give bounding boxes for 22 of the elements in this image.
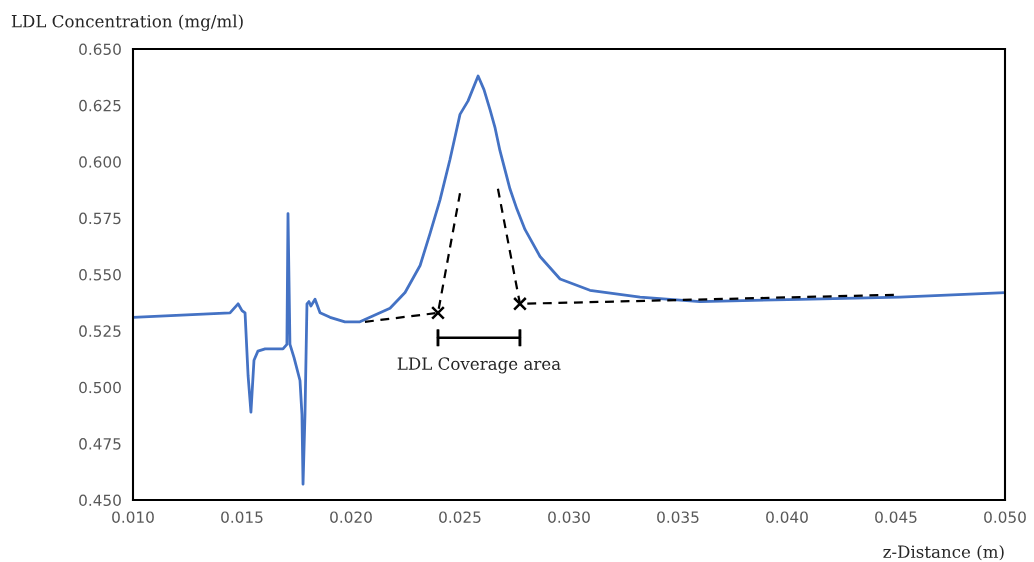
x-tick-label: 0.050 (984, 511, 1026, 523)
x-tick-label: 0.045 (875, 511, 917, 523)
y-tick-label: 0.450 (79, 494, 121, 507)
annotation: LDL Coverage area (397, 357, 561, 374)
y-tick-label: 0.575 (79, 212, 121, 225)
y-tick-label: 0.525 (79, 325, 121, 337)
y-tick-label: 0.650 (79, 43, 121, 56)
x-tick-label: 0.025 (439, 511, 481, 523)
line-series (133, 74, 1005, 486)
y-tick-label: 0.600 (79, 156, 121, 168)
x-axis-title: z-Distance (m) (883, 545, 1004, 561)
x-tick-label: 0.030 (548, 511, 590, 523)
y-tick-label: 0.500 (79, 381, 121, 394)
y-tick-label: 0.475 (79, 438, 121, 450)
x-tick-label: 0.020 (330, 511, 372, 523)
x-tick-label: 0.010 (112, 511, 154, 523)
x-tick-label: 0.040 (766, 511, 808, 523)
y-tick-label: 0.625 (79, 99, 121, 112)
x-tick-label: 0.035 (657, 511, 699, 523)
y-axis-title: LDL Concentration (mg/ml) (11, 14, 243, 31)
x-tick-label: 0.015 (221, 511, 263, 523)
y-tick-label: 0.550 (79, 268, 121, 281)
